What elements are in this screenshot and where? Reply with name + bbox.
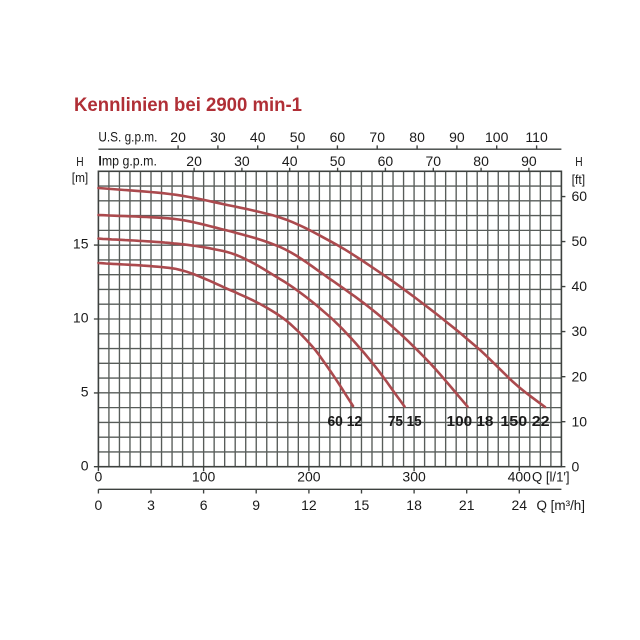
svg-text:70: 70: [426, 153, 442, 169]
svg-text:50: 50: [290, 129, 306, 145]
svg-text:60: 60: [378, 153, 394, 169]
svg-text:U.S. g.p.m.: U.S. g.p.m.: [98, 130, 157, 145]
svg-text:80: 80: [409, 129, 425, 145]
svg-text:[ft]: [ft]: [572, 172, 586, 187]
svg-text:40: 40: [572, 278, 588, 294]
svg-text:15: 15: [73, 236, 89, 252]
svg-text:40: 40: [282, 153, 298, 169]
svg-text:5: 5: [81, 384, 89, 400]
svg-text:6: 6: [200, 497, 208, 513]
svg-text:0: 0: [95, 497, 103, 513]
svg-text:50: 50: [330, 153, 346, 169]
svg-text:30: 30: [234, 153, 250, 169]
svg-text:80: 80: [473, 153, 489, 169]
svg-text:100: 100: [192, 468, 216, 484]
svg-text:Q [m³/h]: Q [m³/h]: [537, 498, 586, 513]
svg-text:Q [l/1′]: Q [l/1′]: [532, 469, 570, 484]
svg-text:20: 20: [186, 153, 202, 169]
svg-text:30: 30: [572, 323, 588, 339]
svg-text:90: 90: [449, 129, 465, 145]
svg-text:50: 50: [572, 233, 588, 249]
svg-text:12: 12: [301, 497, 317, 513]
svg-text:300: 300: [402, 468, 426, 484]
svg-text:24: 24: [512, 497, 528, 513]
svg-text:Kennlinien bei 2900 min-1: Kennlinien bei 2900 min-1: [74, 95, 302, 116]
svg-text:90: 90: [521, 153, 537, 169]
svg-text:100: 100: [485, 129, 509, 145]
svg-text:150 22: 150 22: [500, 414, 549, 430]
svg-text:20: 20: [572, 368, 588, 384]
svg-text:110: 110: [525, 129, 548, 145]
svg-text:100 18: 100 18: [447, 414, 494, 430]
svg-text:9: 9: [252, 497, 260, 513]
svg-text:60: 60: [330, 129, 346, 145]
svg-text:40: 40: [250, 129, 266, 145]
svg-text:60: 60: [572, 188, 588, 204]
svg-text:Imp g.p.m.: Imp g.p.m.: [98, 154, 156, 169]
svg-text:60 12: 60 12: [327, 414, 362, 430]
svg-text:3: 3: [147, 497, 155, 513]
svg-text:H: H: [575, 154, 582, 169]
svg-text:[m]: [m]: [72, 170, 88, 185]
svg-text:75 15: 75 15: [388, 414, 422, 430]
svg-text:400: 400: [508, 468, 532, 484]
svg-text:70: 70: [369, 129, 385, 145]
svg-text:H: H: [76, 154, 83, 169]
svg-text:0: 0: [95, 468, 103, 484]
svg-text:10: 10: [73, 310, 89, 326]
svg-text:20: 20: [170, 129, 186, 145]
svg-text:30: 30: [210, 129, 226, 145]
svg-text:18: 18: [406, 497, 422, 513]
svg-text:15: 15: [354, 497, 370, 513]
svg-text:0: 0: [81, 457, 89, 473]
svg-text:0: 0: [572, 458, 580, 474]
svg-text:21: 21: [459, 497, 475, 513]
svg-text:10: 10: [572, 413, 588, 429]
svg-text:200: 200: [297, 468, 321, 484]
